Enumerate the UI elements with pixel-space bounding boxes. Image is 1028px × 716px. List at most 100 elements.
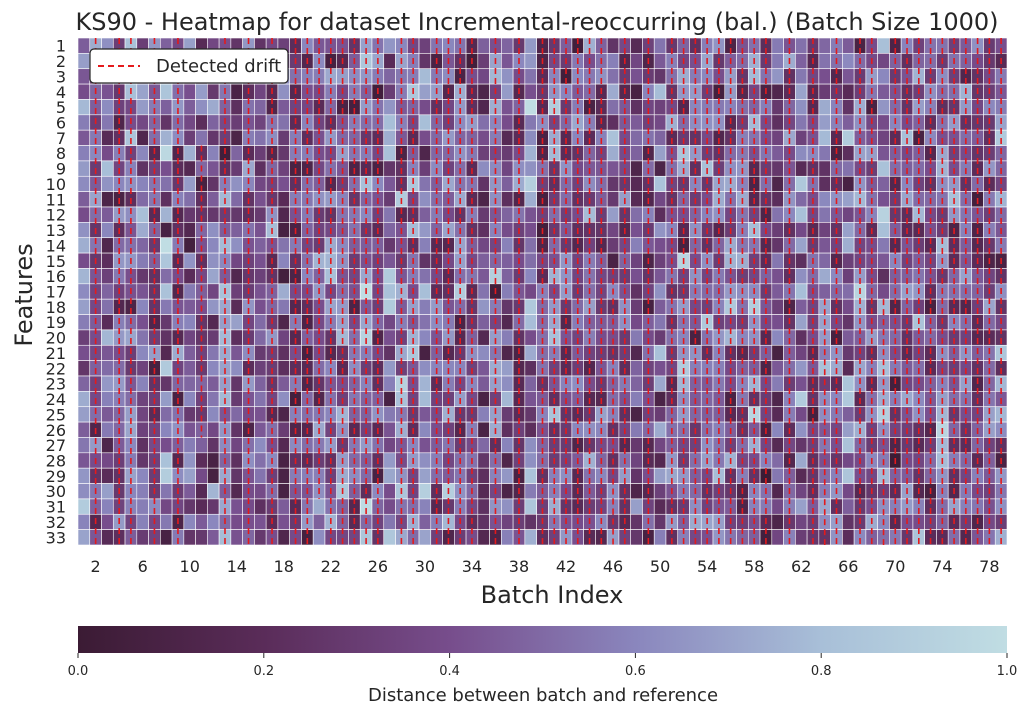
heatmap-cell — [418, 498, 432, 515]
heatmap-cell — [606, 37, 620, 54]
heatmap-cell — [771, 452, 784, 469]
heatmap-cell — [183, 344, 196, 361]
heatmap-cell — [606, 83, 620, 100]
heatmap-cell — [254, 467, 267, 484]
heatmap-cell — [477, 252, 490, 269]
heatmap-cell — [771, 529, 784, 546]
heatmap-cell — [842, 467, 855, 484]
heatmap-cell — [524, 498, 537, 515]
heatmap-cell — [630, 391, 643, 408]
y-tick-label: 10 — [46, 175, 66, 194]
heatmap-cell — [630, 283, 643, 300]
heatmap-cell — [183, 83, 196, 100]
heatmap-cell — [795, 375, 808, 392]
heatmap-cell — [501, 175, 514, 192]
heatmap-cell — [418, 298, 432, 315]
heatmap-cell — [277, 467, 290, 484]
heatmap-cell — [77, 344, 91, 361]
heatmap-cell — [418, 83, 432, 100]
heatmap-cell — [877, 160, 890, 177]
heatmap-cell — [771, 175, 784, 192]
heatmap-cell — [795, 498, 808, 515]
heatmap-cell — [606, 145, 620, 162]
heatmap-cell — [606, 114, 620, 131]
heatmap-cell — [818, 83, 831, 100]
heatmap-cell — [195, 83, 208, 100]
heatmap-cell — [795, 99, 808, 116]
heatmap-cell — [383, 314, 396, 331]
heatmap-cell — [795, 298, 808, 315]
heatmap-cell — [477, 529, 490, 546]
heatmap-cell — [312, 513, 326, 530]
heatmap-cell — [524, 421, 537, 438]
heatmap-cell — [842, 160, 855, 177]
heatmap-cell — [877, 129, 890, 146]
y-tick-label: 33 — [46, 528, 66, 547]
heatmap-cell — [183, 175, 196, 192]
heatmap-cell — [877, 222, 890, 239]
heatmap-cell — [877, 53, 890, 70]
heatmap-cell — [501, 237, 514, 254]
heatmap-cell — [277, 298, 290, 315]
heatmap-cell — [101, 252, 114, 269]
chart-title: KS90 - Heatmap for dataset Incremental-r… — [75, 8, 998, 36]
heatmap-cell — [501, 129, 514, 146]
heatmap-cell — [207, 513, 220, 530]
heatmap-cell — [795, 360, 808, 377]
heatmap-cell — [501, 344, 514, 361]
heatmap-cell — [136, 283, 149, 300]
heatmap-cell — [160, 467, 173, 484]
heatmap-cell — [524, 252, 537, 269]
heatmap-cell — [207, 206, 220, 223]
heatmap-cell — [418, 53, 432, 70]
heatmap-cell — [77, 421, 91, 438]
heatmap-cell — [101, 375, 114, 392]
heatmap-cell — [524, 37, 537, 54]
heatmap-cell — [77, 68, 91, 85]
x-tick-label: 26 — [368, 557, 388, 576]
heatmap-cell — [160, 114, 173, 131]
heatmap-cell — [195, 483, 208, 500]
heatmap-cell — [101, 452, 114, 469]
heatmap-cell — [207, 298, 220, 315]
heatmap-cell — [418, 160, 432, 177]
heatmap-cell — [771, 145, 784, 162]
heatmap-cell — [418, 237, 432, 254]
heatmap-cell — [254, 406, 267, 423]
heatmap-cell — [383, 99, 396, 116]
heatmap-cell — [77, 53, 91, 70]
heatmap-cell — [653, 145, 667, 162]
y-tick-label: 9 — [56, 160, 66, 179]
heatmap-cell — [254, 344, 267, 361]
heatmap-cell — [101, 222, 114, 239]
heatmap-cell — [877, 175, 890, 192]
heatmap-cell — [160, 498, 173, 515]
heatmap-cell — [842, 452, 855, 469]
heatmap-cell — [195, 467, 208, 484]
heatmap-cell — [606, 160, 620, 177]
heatmap-cell — [230, 344, 243, 361]
heatmap-cell — [418, 360, 432, 377]
heatmap-cell — [418, 222, 432, 239]
heatmap-cell — [795, 452, 808, 469]
heatmap-cell — [383, 222, 396, 239]
heatmap-cell — [101, 206, 114, 223]
heatmap-cell — [418, 344, 432, 361]
heatmap-cell — [630, 513, 643, 530]
heatmap-cell — [477, 360, 490, 377]
heatmap-cell — [101, 406, 114, 423]
heatmap-cell — [477, 268, 490, 285]
heatmap-cell — [136, 114, 149, 131]
heatmap-cell — [183, 406, 196, 423]
x-tick-label: 62 — [791, 557, 811, 576]
heatmap-cell — [136, 222, 149, 239]
heatmap-cell — [254, 513, 267, 530]
heatmap-cell — [136, 375, 149, 392]
heatmap-cell — [842, 421, 855, 438]
heatmap-cell — [101, 421, 114, 438]
colorbar — [78, 626, 1007, 653]
heatmap-cell — [230, 437, 243, 454]
heatmap-cell — [501, 83, 514, 100]
heatmap-cell — [277, 437, 290, 454]
heatmap-cell — [277, 99, 290, 116]
